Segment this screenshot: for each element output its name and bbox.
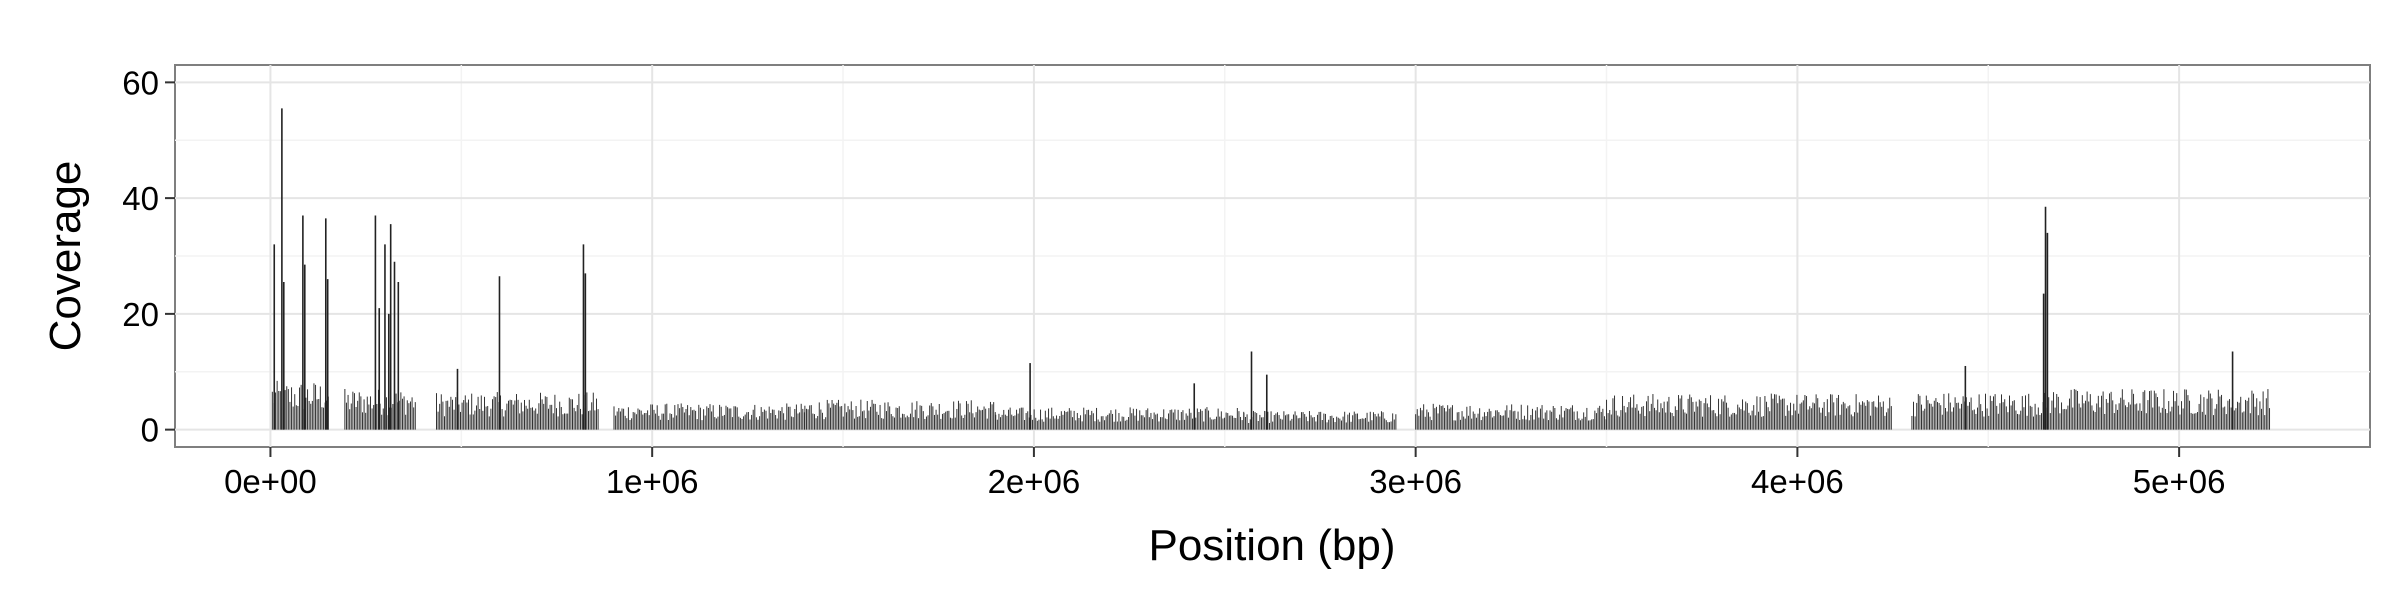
coverage-bars bbox=[271, 108, 2271, 430]
y-tick-label: 20 bbox=[122, 296, 159, 333]
x-tick-label: 5e+06 bbox=[2133, 463, 2226, 500]
x-tick-label: 0e+00 bbox=[224, 463, 317, 500]
x-tick-label: 1e+06 bbox=[606, 463, 699, 500]
x-tick-label: 3e+06 bbox=[1369, 463, 1462, 500]
x-axis-title: Position (bp) bbox=[1148, 521, 1395, 570]
y-tick-label: 0 bbox=[141, 412, 159, 449]
y-axis-title: Coverage bbox=[41, 161, 90, 352]
y-tick-label: 60 bbox=[122, 64, 159, 101]
y-tick-label: 40 bbox=[122, 180, 159, 217]
axes: 0 20 40 60 0e+00 1e+06 2e+06 3e+06 4e+06 5e+06 bbox=[122, 64, 2225, 500]
x-tick-label: 2e+06 bbox=[988, 463, 1081, 500]
x-tick-label: 4e+06 bbox=[1751, 463, 1844, 500]
grid-lines bbox=[175, 65, 2370, 447]
